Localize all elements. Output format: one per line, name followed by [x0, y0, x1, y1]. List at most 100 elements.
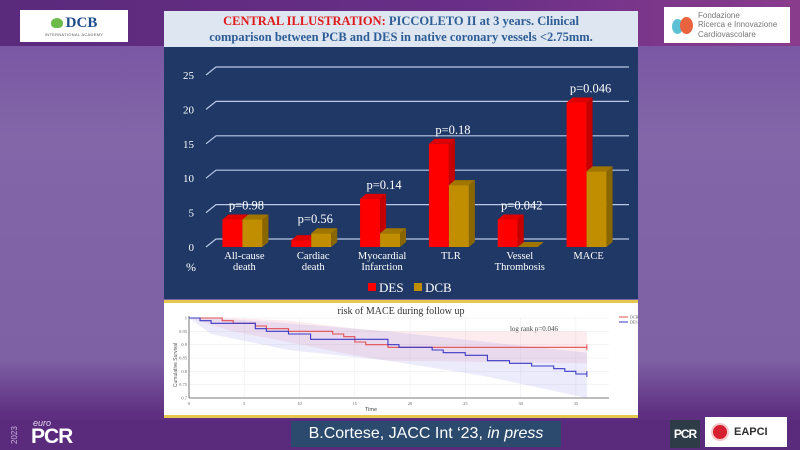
- x-category-label: MACE: [573, 251, 603, 262]
- bar-dcb-top: [517, 242, 544, 247]
- km-y-tick-label: 1: [185, 316, 187, 321]
- p-value-label: p=0.98: [229, 198, 264, 212]
- bar-dcb-front: [380, 233, 401, 247]
- p-value-label: p=0.046: [570, 82, 611, 96]
- title-line1: PICCOLETO II at 3 years. Clinical: [385, 14, 579, 28]
- km-legend-label-des: DES: [630, 320, 638, 325]
- event-year: 2023: [10, 426, 19, 444]
- legend-swatch-dcb: [414, 283, 422, 291]
- gridline: [205, 204, 629, 214]
- eapci-logo: EAPCI: [705, 417, 787, 447]
- km-x-tick-label: 5: [243, 401, 246, 406]
- km-line-des: [189, 317, 587, 375]
- title-prefix: CENTRAL ILLUSTRATION:: [223, 14, 386, 28]
- bar-des-front: [428, 143, 449, 247]
- pcr-logo: PCR: [670, 420, 700, 448]
- bar-des-top: [291, 235, 318, 241]
- km-annotation: log rank p=0.046: [510, 325, 559, 333]
- km-y-tick-label: 0.7: [181, 396, 187, 401]
- title-line2: comparison between PCB and DES in native…: [209, 30, 593, 44]
- p-value-label: p=0.14: [366, 178, 402, 192]
- gridline: [205, 66, 629, 76]
- x-category-label: All-cause: [224, 251, 265, 262]
- gridline: [205, 169, 629, 179]
- km-x-tick-label: 15: [353, 401, 358, 406]
- bar-des-front: [222, 219, 243, 247]
- y-tick-label: 25: [183, 70, 195, 82]
- km-x-tick-label: 30: [518, 401, 523, 406]
- bar-chart-panel: 0 5 10 15 20 25 p=0.98 All-cause death p=0.56 Car…: [164, 47, 638, 299]
- fondazione-logo: Fondazione Ricerca e Innovazione Cardiov…: [664, 7, 790, 43]
- km-x-tick-label: 20: [408, 401, 413, 406]
- event-name: PCR: [31, 425, 73, 448]
- km-line-dcb: [189, 317, 587, 348]
- km-y-tick-label: 0.8: [181, 369, 187, 374]
- bar-dcb-front: [448, 185, 469, 247]
- km-x-tick-label: 0: [188, 401, 191, 406]
- x-category-label: Cardiac: [297, 251, 330, 262]
- y-tick-label: 5: [189, 208, 195, 220]
- bar-des-front: [566, 102, 587, 247]
- bar-dcb-front: [586, 171, 607, 247]
- bar-dcb-top: [380, 228, 407, 234]
- bar-dcb-top: [586, 166, 613, 172]
- km-ci-band-des: [189, 318, 587, 398]
- x-category-label: death: [302, 262, 325, 273]
- x-category-label: Thrombosis: [495, 262, 545, 273]
- bar-dcb-top: [448, 180, 475, 186]
- dcb-academy-logo: DCB INTERNATIONAL ACADEMY: [20, 10, 128, 42]
- citation-text: B.Cortese, JACC Int ‘23,: [308, 425, 488, 442]
- km-y-tick-label: 0.95: [179, 329, 188, 334]
- bar-dcb-side: [262, 214, 269, 247]
- km-survival-chart: risk of MACE during follow up log rank p…: [173, 306, 639, 413]
- km-x-tick-label: 35: [574, 401, 579, 406]
- dcb-logo-subtitle: INTERNATIONAL ACADEMY: [44, 31, 104, 37]
- bar-dcb-side: [400, 228, 407, 247]
- hearts-icon: [672, 15, 694, 35]
- legend-swatch-des: [368, 283, 376, 291]
- p-value-label: p=0.18: [435, 123, 470, 137]
- eapci-logo-text: EAPCI: [734, 426, 768, 438]
- km-y-tick-label: 0.85: [179, 356, 188, 361]
- fondazione-line1: Fondazione: [698, 10, 740, 20]
- gridline: [205, 135, 629, 145]
- km-chart-panel: risk of MACE during follow up log rank p…: [164, 300, 639, 418]
- gridline: [205, 100, 629, 110]
- km-y-label: Cumulative Survival: [173, 343, 179, 387]
- dcb-logo-text: DCB: [65, 14, 98, 31]
- y-tick-label: 15: [183, 139, 195, 151]
- citation-status: in press: [487, 425, 544, 442]
- bar-des-top: [360, 193, 387, 199]
- bar-dcb-side: [468, 180, 475, 247]
- y-tick-label: 0: [189, 242, 195, 254]
- bar-des-front: [497, 219, 518, 247]
- bar-des-side: [517, 214, 524, 247]
- legend-label-dcb: DCB: [425, 280, 452, 295]
- bar-dcb-top: [242, 214, 269, 220]
- bar-des-front: [360, 198, 381, 247]
- bar-dcb-front: [311, 233, 332, 247]
- km-legend-label-dcb: DCB: [630, 315, 638, 320]
- bar-des-top: [222, 214, 249, 220]
- legend-label-des: DES: [379, 280, 404, 295]
- bar-des-top: [497, 214, 524, 220]
- gridline: [205, 238, 629, 248]
- europcr-2023-logo: 2023 euro PCR: [10, 418, 100, 448]
- bar-dcb-side: [606, 166, 613, 247]
- km-x-tick-label: 25: [463, 401, 468, 406]
- km-x-tick-label: 10: [297, 401, 302, 406]
- bar-des-top: [428, 138, 455, 144]
- bar-dcb-top: [311, 228, 338, 234]
- x-category-label: death: [233, 262, 256, 273]
- x-category-label: Infarction: [361, 262, 403, 273]
- x-category-label: Vessel: [506, 251, 533, 262]
- bar-des-top: [566, 97, 593, 103]
- p-value-label: p=0.56: [298, 212, 333, 226]
- x-category-label: Myocardial: [358, 251, 406, 262]
- event-prefix: euro: [33, 418, 52, 428]
- bar-dcb-front: [242, 219, 263, 247]
- fondazione-line3: Cardiovascolare: [698, 29, 756, 39]
- y-tick-label: 20: [183, 104, 195, 116]
- km-y-tick-label: 0.75: [179, 382, 188, 387]
